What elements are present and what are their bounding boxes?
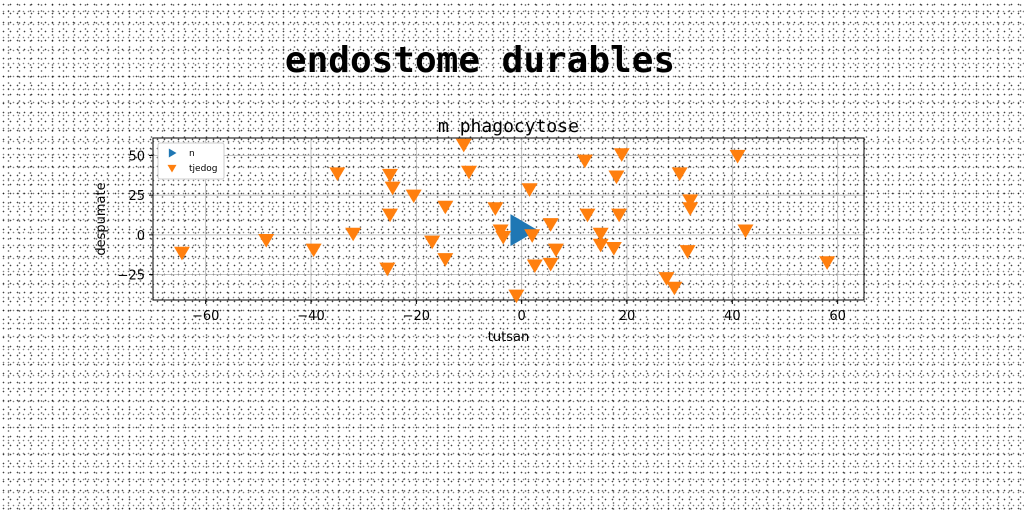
series-tjedog-point xyxy=(524,229,541,243)
series-tjedog-point xyxy=(576,154,593,169)
series-tjedog-point xyxy=(579,208,596,223)
series-tjedog-point xyxy=(737,224,754,239)
series-tjedog-point xyxy=(613,148,630,162)
series-tjedog-point xyxy=(542,257,559,272)
legend: n tjedog xyxy=(157,142,225,180)
series-tjedog-point xyxy=(682,202,699,216)
series-tjedog-point xyxy=(405,189,422,204)
series-tjedog-point xyxy=(424,235,441,250)
series-tjedog-point xyxy=(495,230,512,245)
x-tick-label: −20 xyxy=(403,309,430,324)
legend-marker-n xyxy=(168,148,177,158)
x-tick-label: 20 xyxy=(619,309,636,324)
y-tick-label: −25 xyxy=(118,269,145,284)
series-tjedog-point xyxy=(666,281,683,296)
data-points xyxy=(173,138,836,304)
axis-ticks: −60 −40 −20 0 20 40 60 −25 0 25 50 xyxy=(118,149,846,324)
series-tjedog-point xyxy=(608,170,625,185)
series-tjedog-point xyxy=(526,259,543,274)
series-tjedog-point xyxy=(679,245,696,259)
y-tick-label: 50 xyxy=(128,149,145,164)
series-tjedog-point xyxy=(437,253,454,267)
grid xyxy=(153,138,864,300)
y-tick-label: 0 xyxy=(137,229,145,244)
series-tjedog-point xyxy=(461,165,477,180)
x-tick-label: −40 xyxy=(297,309,324,324)
series-tjedog-point xyxy=(542,218,559,232)
series-tjedog-point xyxy=(547,243,564,258)
series-tjedog-point xyxy=(382,168,398,183)
series-tjedog-point xyxy=(611,208,628,223)
legend-label: n xyxy=(189,149,195,159)
series-tjedog-point xyxy=(455,138,472,153)
plot-area xyxy=(152,137,865,301)
series-tjedog-point xyxy=(729,149,746,164)
page-title: endostome durables xyxy=(284,40,676,81)
series-n-point xyxy=(510,214,538,247)
series-tjedog-point xyxy=(592,238,609,253)
series-tjedog-point xyxy=(258,234,275,248)
series-tjedog-point xyxy=(173,246,190,261)
series-tjedog-point xyxy=(487,202,504,216)
x-tick-label: 60 xyxy=(829,309,846,324)
series-tjedog-point xyxy=(508,289,525,304)
series-tjedog-point xyxy=(605,241,622,256)
legend-label: tjedog xyxy=(189,164,218,174)
x-tick-label: −60 xyxy=(192,309,219,324)
series-tjedog-point xyxy=(592,227,609,242)
series-tjedog-point xyxy=(671,167,688,181)
series-tjedog-point xyxy=(437,200,454,215)
series-tjedog-point xyxy=(819,256,836,270)
series-tjedog-point xyxy=(382,208,398,223)
series-tjedog-point xyxy=(682,194,699,208)
legend-marker-tjedog xyxy=(167,164,177,173)
y-tick-label: 25 xyxy=(128,189,145,204)
x-axis-label: tutsan xyxy=(488,330,529,345)
series-tjedog-point xyxy=(345,227,362,242)
chart-title: m phagocytose xyxy=(438,116,579,137)
series-tjedog-point xyxy=(305,243,322,258)
series-tjedog-point xyxy=(384,181,401,196)
series-tjedog-point xyxy=(658,272,675,286)
series-tjedog-point xyxy=(329,167,346,181)
x-tick-label: 0 xyxy=(518,309,526,324)
y-axis-label: despumate xyxy=(94,182,109,255)
series-tjedog-point xyxy=(379,262,396,277)
series-tjedog-point xyxy=(521,183,538,197)
x-tick-label: 40 xyxy=(724,309,741,324)
